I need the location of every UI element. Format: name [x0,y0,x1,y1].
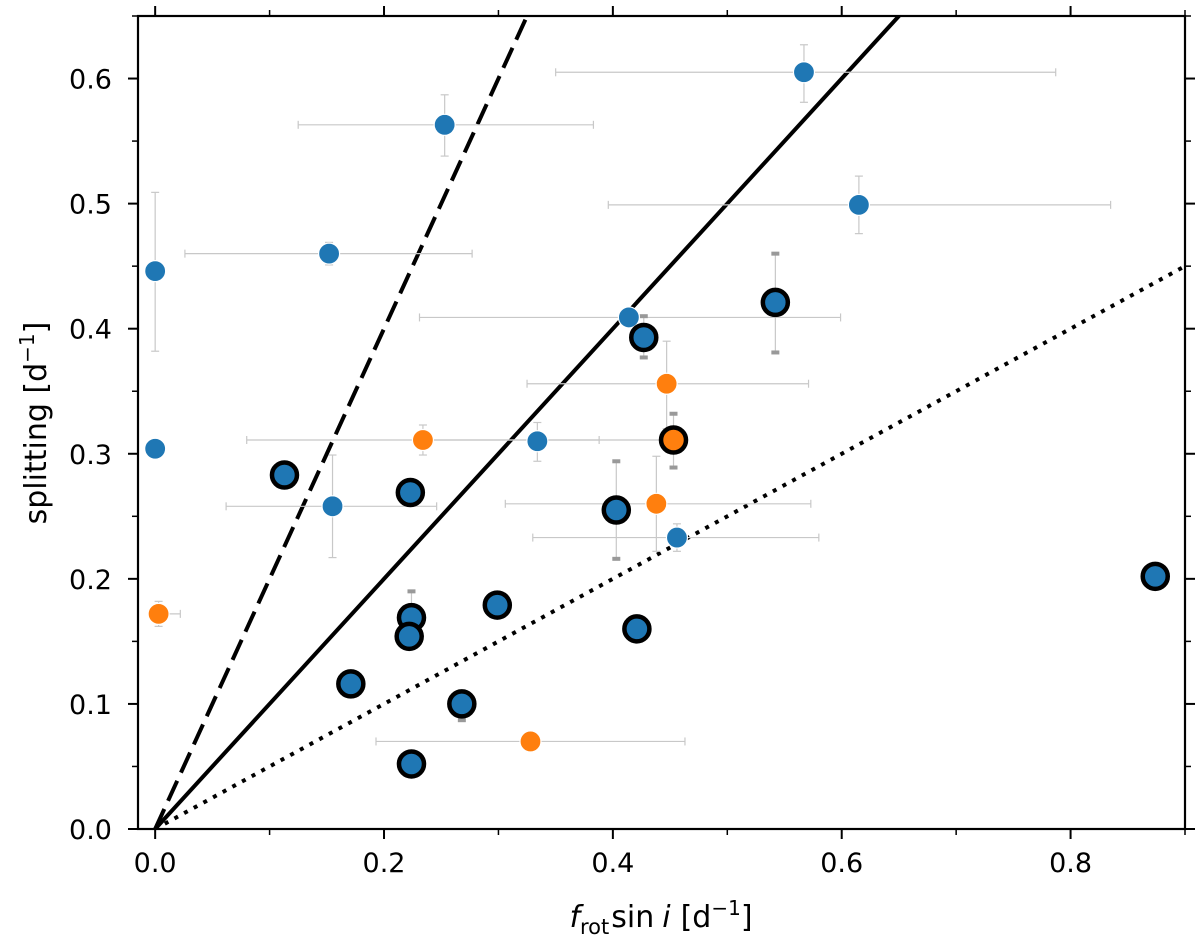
x-tick-label: 0.4 [591,848,634,879]
outlined-point [629,322,659,353]
outlined-point [760,287,791,318]
outlined-point [269,460,300,490]
outlined-point [1140,561,1170,592]
blue-point [665,526,689,549]
blue-point [433,113,456,136]
y-tick-label: 0.1 [69,690,112,721]
outlined-point [622,614,652,644]
axis-ticks [128,6,1195,839]
x-axis-label: frotsin i [d−1] [569,896,752,939]
y-tick-label: 0.3 [69,440,112,471]
outlined-point [395,477,426,508]
blue-point [617,306,640,329]
x-tick-label: 0.8 [1049,848,1092,879]
plot-frame [136,14,1187,831]
x-tick-label: 0.2 [363,848,406,879]
blue-point [792,61,816,84]
data-points [144,61,1170,779]
orange-point [147,602,170,625]
x-tick-label: 0.0 [134,848,177,879]
orange-point [411,428,435,452]
y-tick-label: 0.6 [69,65,112,96]
outlined-point [601,495,632,525]
solid-line [153,16,902,829]
outlined-point [658,425,689,455]
y-tick-label: 0.4 [69,315,112,346]
orange-point [645,492,668,515]
outlined-point [447,689,477,719]
reference-lines [153,16,1185,829]
y-axis-label: splitting [d−1] [15,322,54,525]
outlined-point [394,621,424,652]
blue-point [847,193,870,216]
blue-point [144,437,167,460]
orange-point [655,372,678,395]
orange-point [519,730,542,753]
y-tick-labels: 0.0 0.1 0.2 0.3 0.4 0.5 0.6 [69,65,112,846]
x-tick-labels: 0.0 0.2 0.4 0.6 0.8 [134,848,1092,879]
dotted-line [154,264,1185,829]
blue-point [526,430,549,453]
y-tick-label: 0.0 [69,815,112,846]
y-tick-label: 0.2 [69,565,112,596]
outlined-point [396,749,427,779]
blue-point [144,260,167,283]
x-tick-label: 0.6 [820,848,863,879]
outlined-point [482,590,513,620]
blue-point [317,242,341,265]
dashed-line [153,16,530,829]
blue-point [321,495,344,518]
outlined-point [336,669,366,699]
y-tick-label: 0.5 [69,190,112,221]
